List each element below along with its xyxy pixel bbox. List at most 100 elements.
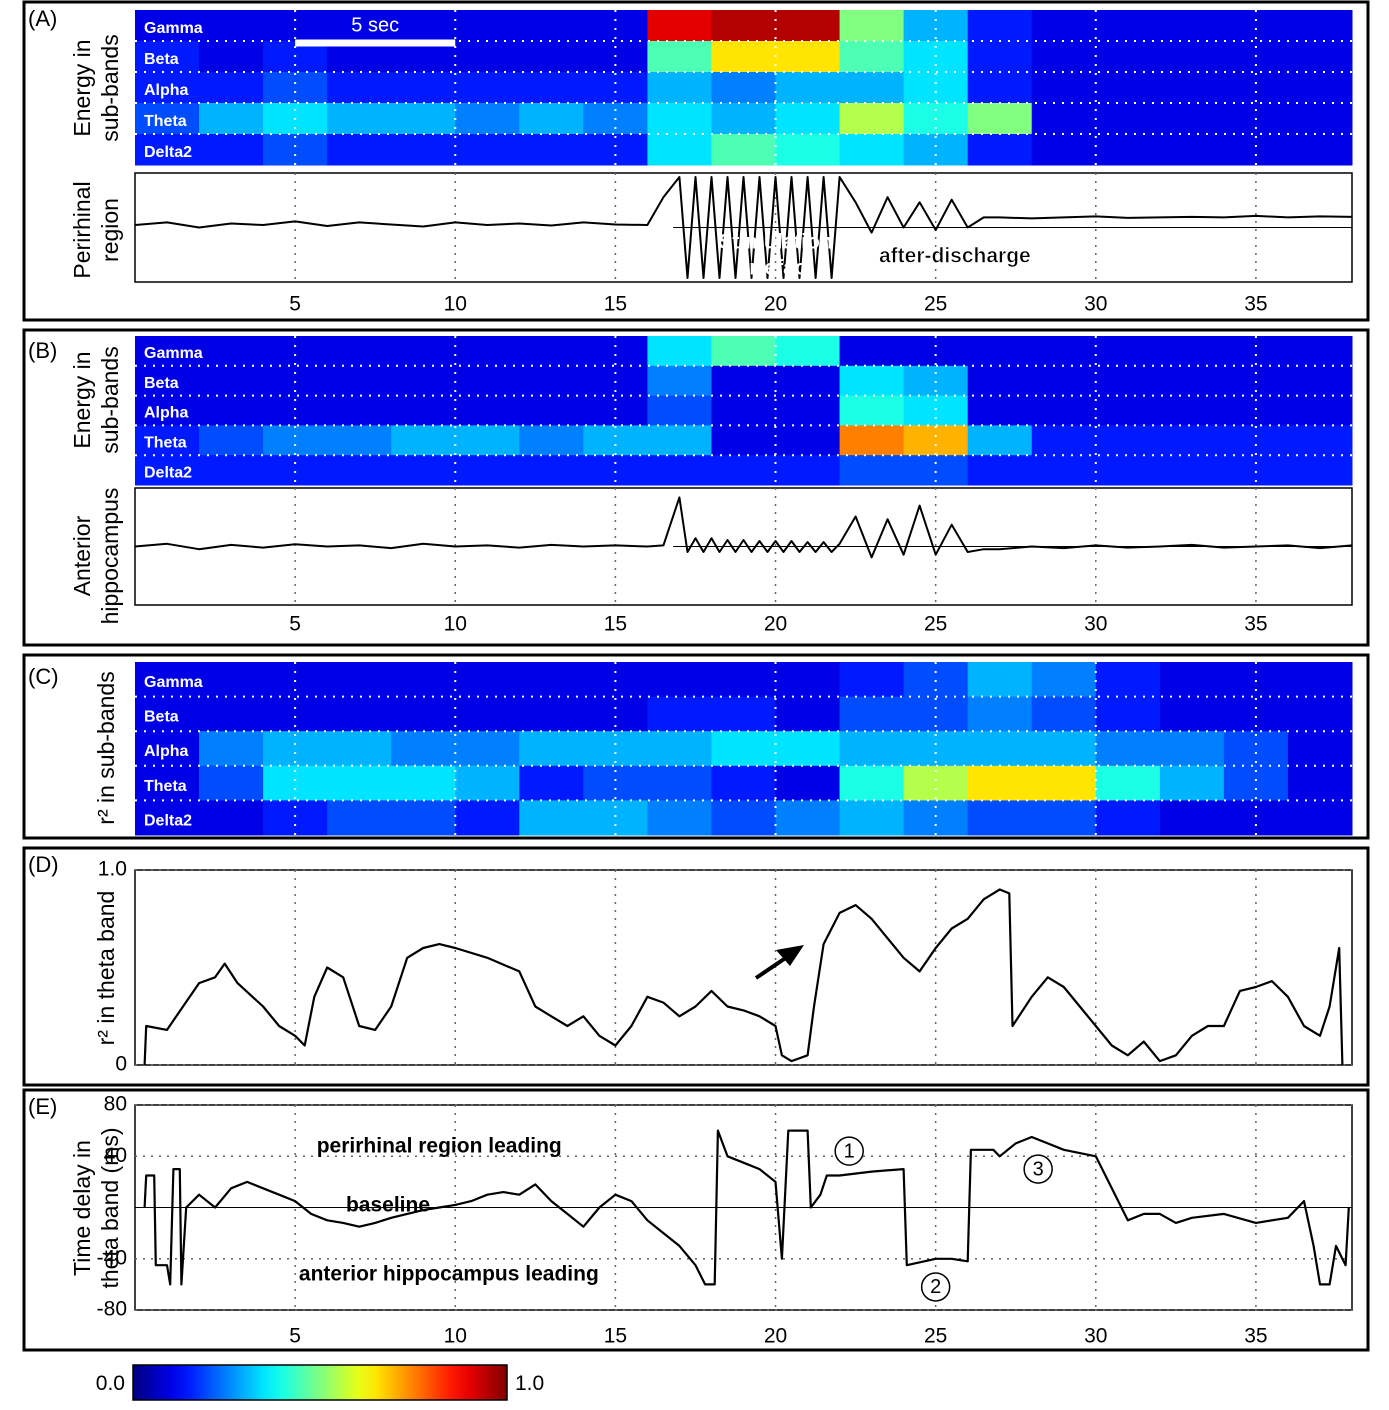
heatmap-cell [455, 731, 520, 767]
x-tick-label: 35 [1244, 1325, 1267, 1348]
heatmap-cell [647, 800, 712, 836]
heatmap-cell [839, 72, 905, 104]
heatmap-cell [1287, 662, 1353, 698]
y-tick-label: 40 [104, 1144, 127, 1167]
heatmap-cell [1095, 696, 1161, 732]
heatmap-cell [1031, 41, 1097, 73]
heatmap-cell [775, 662, 841, 698]
heatmap-cell [711, 103, 777, 135]
heatmap-cell [455, 800, 520, 836]
y-tick-label: -40 [97, 1246, 127, 1269]
heatmap-cell [199, 765, 264, 801]
colorbar [132, 1364, 508, 1401]
annotation: after-discharge [879, 245, 1031, 268]
heatmap-cell [1031, 765, 1097, 801]
annotation: 2 [930, 1276, 941, 1298]
heatmap-cell [1223, 10, 1289, 42]
heatmap-cell [455, 662, 520, 698]
heatmap-cell [967, 425, 1033, 456]
y-tick-label: -80 [97, 1298, 127, 1321]
heatmap-cell [583, 800, 648, 836]
heatmap-cell [455, 336, 520, 367]
heatmap-cell [967, 10, 1033, 42]
heatmap-cell [839, 731, 905, 767]
y-axis-label: r² in sub-bands [93, 671, 119, 824]
heatmap-cell [1031, 800, 1097, 836]
heatmap-cell [327, 731, 392, 767]
annotation-circle [834, 1136, 864, 1166]
heatmap-cell [1223, 662, 1289, 698]
heatmap-cell [1159, 103, 1225, 135]
panel-a-frame [22, 0, 1370, 322]
heatmap-cell [455, 455, 520, 486]
heatmap-cell [1287, 425, 1353, 456]
heatmap-cell [711, 72, 777, 104]
heatmap-cell [327, 765, 392, 801]
heatmap-cell [1159, 41, 1225, 73]
heatmap-cell [647, 696, 712, 732]
y-axis-label: sub-bands [97, 34, 123, 141]
x-tick-label: 30 [1084, 613, 1107, 636]
heatmap-cell [1287, 800, 1353, 836]
heatmap-cell [1095, 41, 1161, 73]
heatmap-cell [1095, 10, 1161, 42]
annotation: perirhinal region leading [317, 1135, 562, 1158]
heatmap-cell [519, 800, 584, 836]
heatmap-cell [775, 336, 841, 367]
heatmap-cell [903, 731, 969, 767]
heatmap-cell [967, 72, 1033, 104]
heatmap-cell [583, 10, 648, 42]
heatmap-cell [263, 72, 328, 104]
heatmap-cell [903, 800, 969, 836]
heatmap-cell [1159, 765, 1225, 801]
heatmap-cell [327, 696, 392, 732]
heatmap-cell [327, 662, 392, 698]
heatmap-cell [135, 800, 200, 836]
x-tick-label: 35 [1244, 613, 1267, 636]
trace-line [134, 496, 1353, 559]
x-tick-label: 15 [604, 293, 627, 316]
heatmap-cell [647, 103, 712, 135]
y-axis-label: Time delay in [69, 1140, 95, 1276]
heatmap-cell [1287, 336, 1353, 367]
row-label: Gamma [144, 20, 203, 37]
heatmap-cell [1031, 455, 1097, 486]
heatmap-cell [903, 72, 969, 104]
heatmap-cell [1095, 425, 1161, 456]
heatmap-cell [455, 72, 520, 104]
heatmap-cell [903, 662, 969, 698]
heatmap-cell [775, 425, 841, 456]
heatmap-cell [775, 696, 841, 732]
heatmap-cell [519, 103, 584, 135]
row-label: Delta2 [144, 144, 192, 161]
panel-c-frame [22, 653, 1370, 840]
heatmap-cell [1223, 72, 1289, 104]
y-axis-label: hippocampus [97, 488, 123, 625]
heatmap-cell [967, 41, 1033, 73]
heatmap-cell [199, 662, 264, 698]
heatmap-cell [199, 134, 264, 166]
heatmap-cell [1159, 10, 1225, 42]
heatmap-cell [711, 662, 777, 698]
heatmap-cell [1223, 731, 1289, 767]
heatmap-cell [1159, 72, 1225, 104]
heatmap-cell [1159, 800, 1225, 836]
heatmap-cell [455, 10, 520, 42]
heatmap-cell [1159, 336, 1225, 367]
heatmap-cell [455, 425, 520, 456]
heatmap-cell [711, 365, 777, 397]
heatmap-cell [327, 365, 392, 397]
x-tick-label: 10 [444, 293, 467, 316]
row-label: Gamma [144, 345, 203, 362]
heatmap-cell [711, 765, 777, 801]
heatmap-cell [647, 765, 712, 801]
heatmap-cell [327, 10, 392, 42]
y-tick-label: 1.0 [98, 858, 127, 881]
heatmap-cell [327, 103, 392, 135]
heatmap-cell [135, 731, 200, 767]
heatmap-cell [135, 336, 200, 367]
heatmap-cell [1287, 696, 1353, 732]
heatmap-cell [647, 455, 712, 486]
heatmap-cell [711, 696, 777, 732]
heatmap-cell [711, 800, 777, 836]
